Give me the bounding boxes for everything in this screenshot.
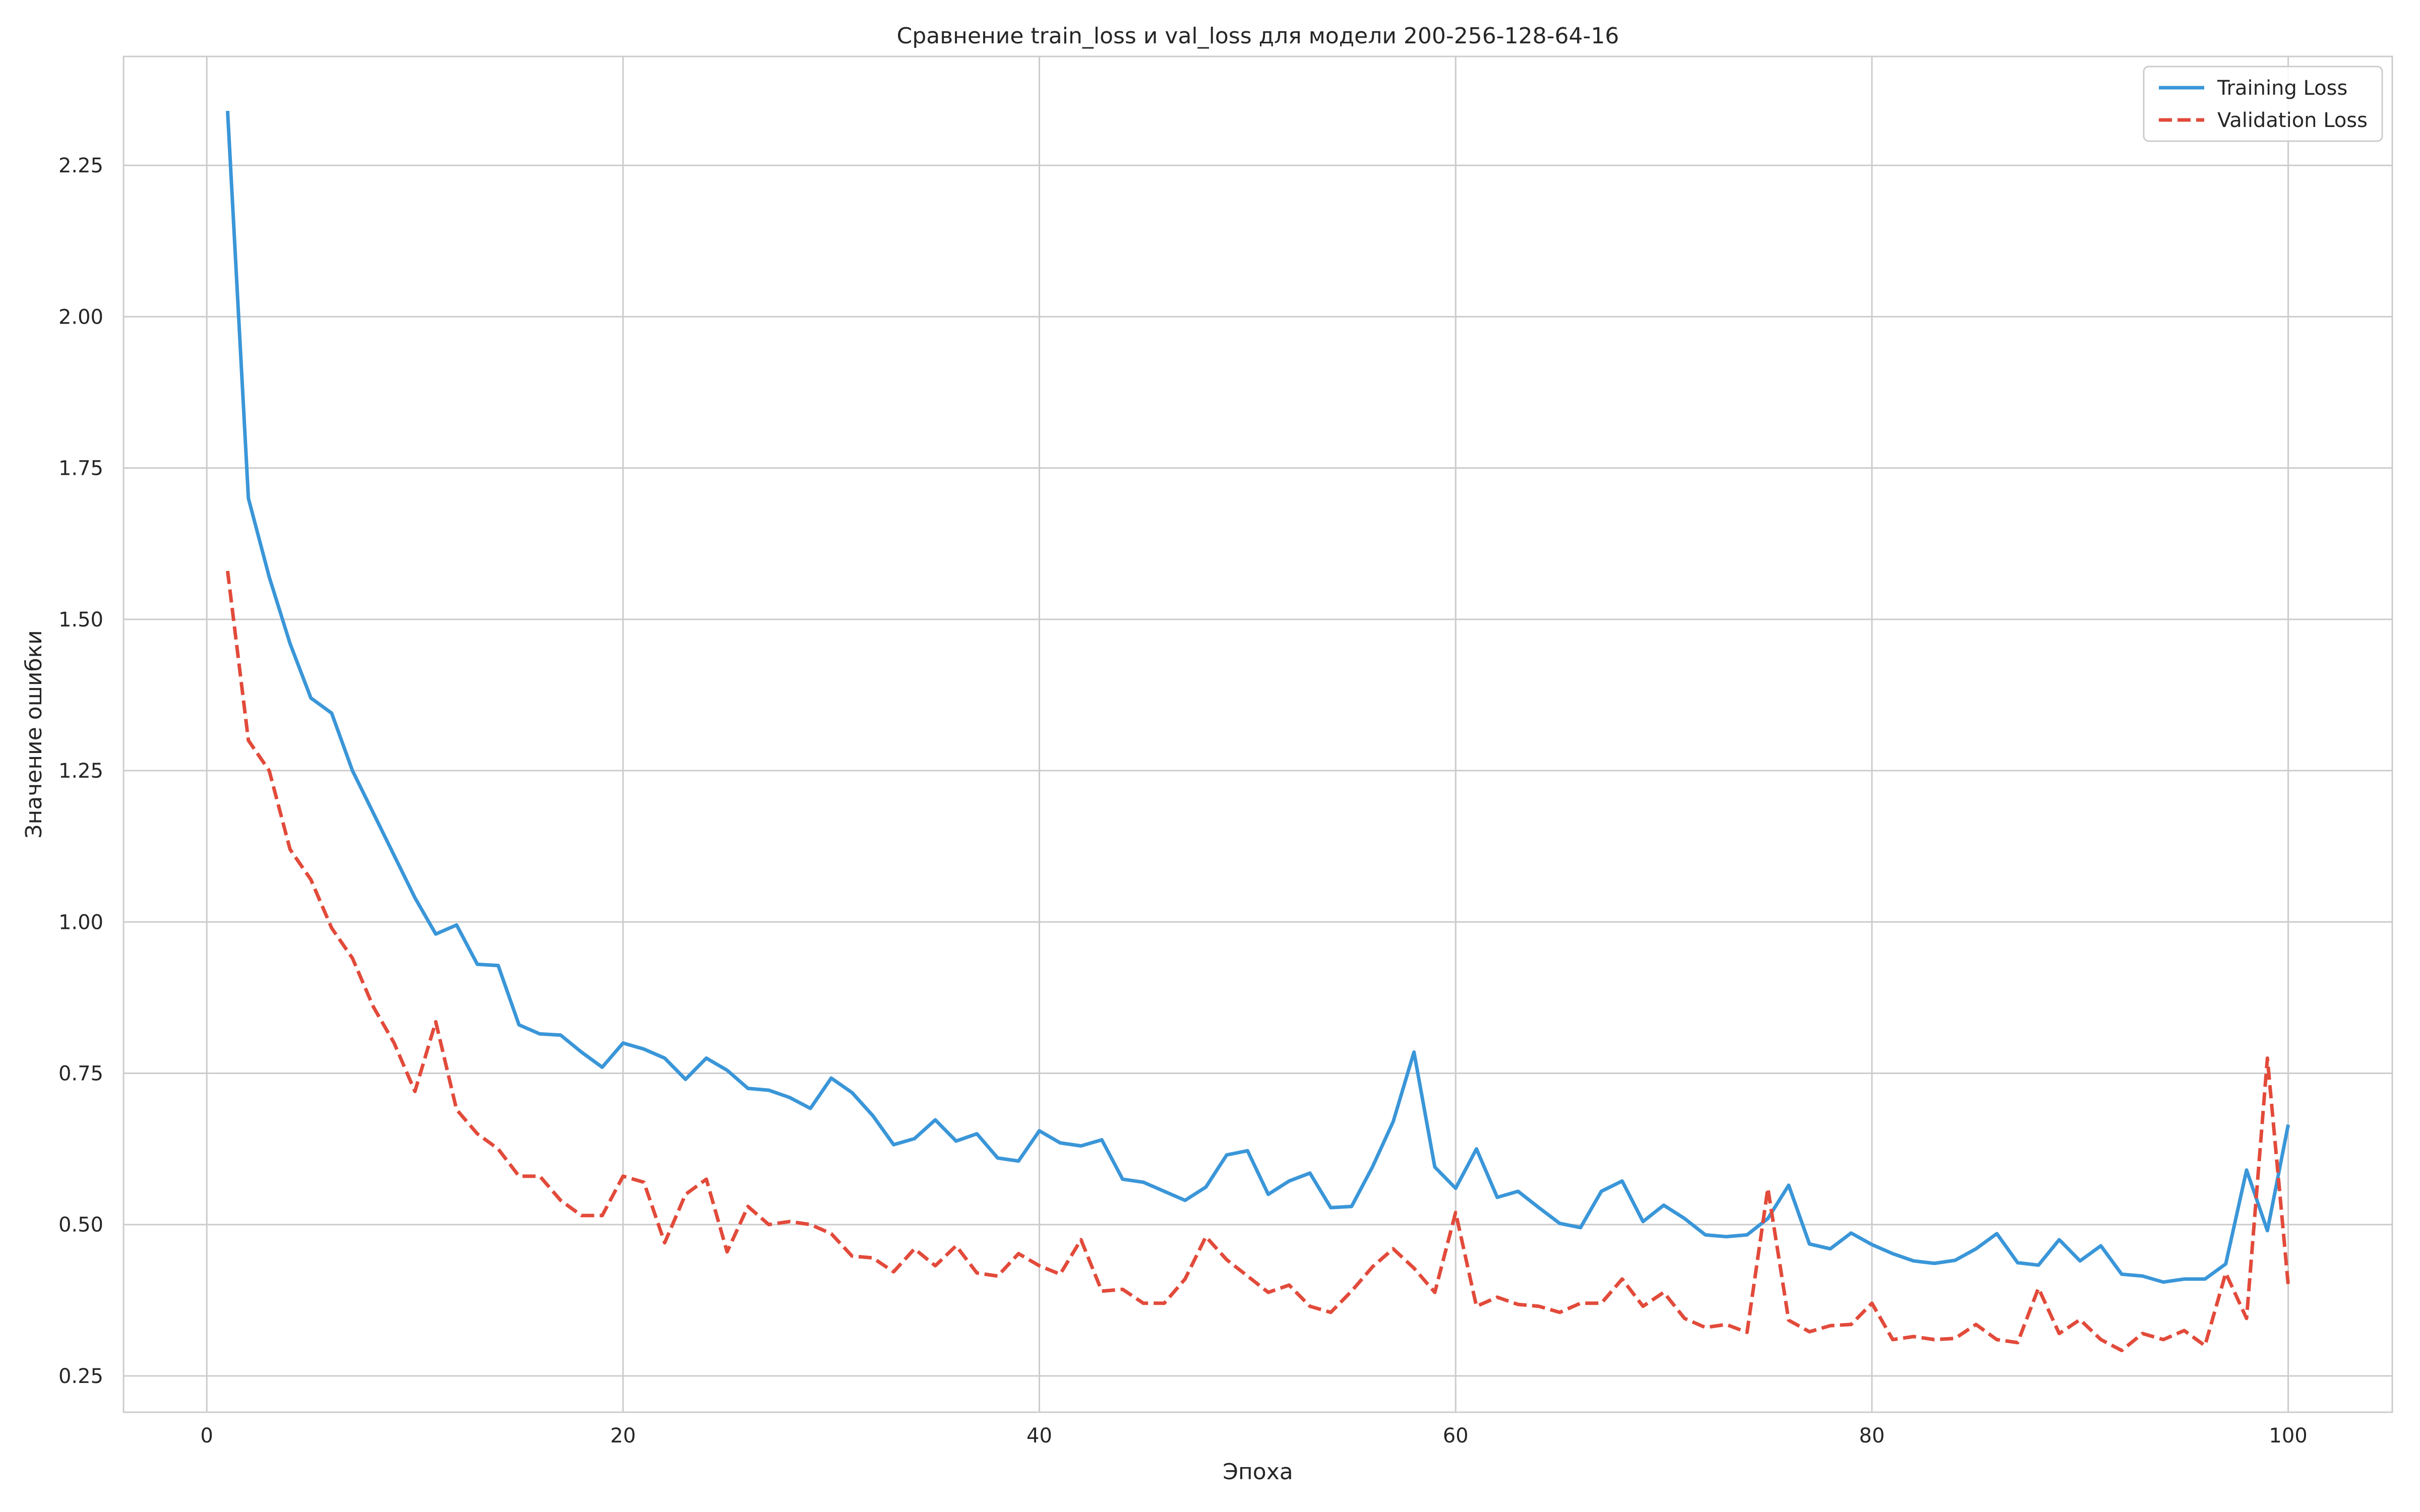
y-tick-label: 1.00 — [58, 911, 103, 934]
chart-title: Сравнение train_loss и val_loss для моде… — [897, 23, 1619, 49]
legend: Training Loss Validation Loss — [2143, 66, 2383, 142]
x-tick-label: 20 — [610, 1424, 636, 1447]
series-layer — [225, 110, 2290, 1352]
y-tick-label: 2.25 — [58, 154, 103, 177]
x-axis-title: Эпоха — [1223, 1459, 1293, 1485]
y-tick-label: 1.75 — [58, 457, 103, 480]
x-tick-label: 0 — [200, 1424, 213, 1447]
y-tick-label: 0.25 — [58, 1365, 103, 1388]
y-tick-label: 1.50 — [58, 608, 103, 632]
x-tick-label: 40 — [1026, 1424, 1052, 1447]
x-tick-label: 80 — [1859, 1424, 1885, 1447]
plot-frame — [123, 55, 2393, 1413]
series-line-validation-loss — [225, 571, 2290, 1352]
legend-box — [2143, 66, 2383, 142]
series-line-training-loss — [225, 110, 2290, 1284]
x-tick-label: 60 — [1443, 1424, 1469, 1447]
grid — [124, 56, 2392, 1412]
x-tick-label: 100 — [2269, 1424, 2307, 1447]
legend-label-training-loss: Training Loss — [2217, 77, 2347, 100]
y-tick-label: 0.75 — [58, 1062, 103, 1086]
y-tick-label: 0.50 — [58, 1214, 103, 1237]
y-axis-title: Значение ошибки — [21, 630, 47, 839]
y-tick-label: 1.25 — [58, 760, 103, 783]
y-tick-label: 2.00 — [58, 305, 103, 329]
legend-label-validation-loss: Validation Loss — [2217, 109, 2368, 132]
tick-labels: 0 20 40 60 80 100 0.25 0.50 0.75 1.00 1.25 1.50 1.75… — [58, 154, 2308, 1447]
